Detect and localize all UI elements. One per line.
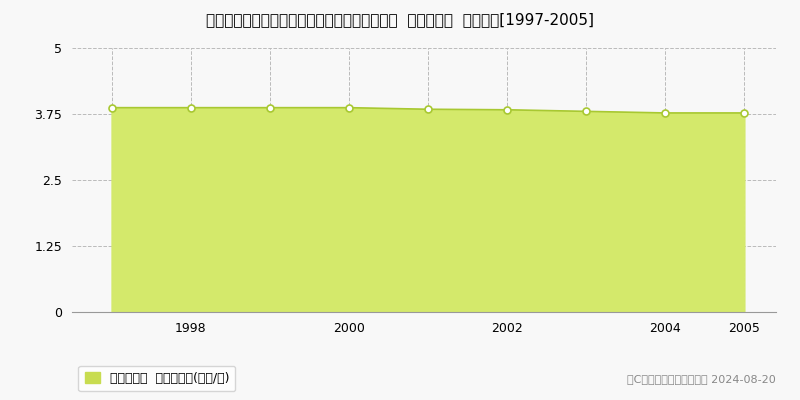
Point	[422, 106, 434, 112]
Point	[580, 108, 593, 114]
Point	[738, 110, 750, 116]
Point	[342, 104, 355, 111]
Legend: 基準地価格  平均坪単価(万円/坪): 基準地価格 平均坪単価(万円/坪)	[78, 366, 235, 391]
Text: （C）土地価格ドットコム 2024-08-20: （C）土地価格ドットコム 2024-08-20	[627, 374, 776, 384]
Point	[263, 104, 276, 111]
Point	[184, 104, 197, 111]
Point	[501, 106, 514, 113]
Point	[105, 104, 118, 111]
Text: 福島県岩瀬郡天栄村大字飯豊字宮ノ下３２番１  基準地価格  地価推移[1997-2005]: 福島県岩瀬郡天栄村大字飯豊字宮ノ下３２番１ 基準地価格 地価推移[1997-20…	[206, 12, 594, 27]
Point	[659, 110, 672, 116]
